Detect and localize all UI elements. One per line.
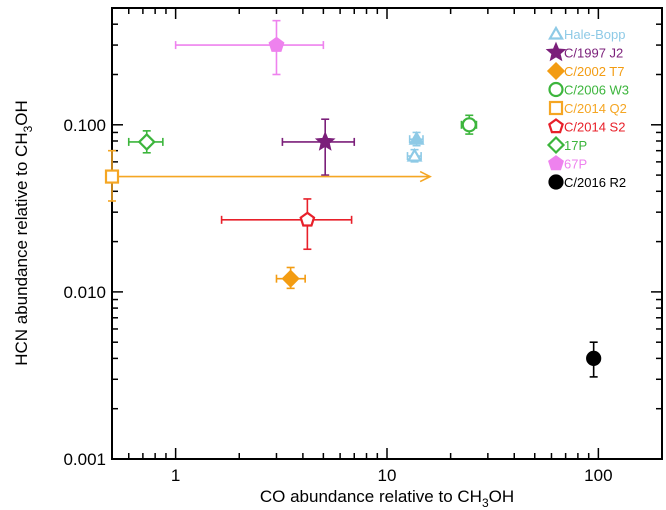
- legend-marker: [546, 61, 566, 81]
- marker: [281, 269, 300, 288]
- tick-labels: 1 10 100 0.001 0.010 0.100: [63, 116, 612, 485]
- marker: [268, 36, 285, 52]
- marker: [408, 131, 425, 145]
- marker: [104, 169, 120, 184]
- marker: [586, 350, 602, 366]
- data-point-17p: [127, 130, 164, 154]
- legend-label: Hale-Bopp: [564, 27, 625, 42]
- legend-entry: C/2002 T7: [546, 61, 624, 81]
- x-tick-label: 1: [171, 466, 180, 485]
- legend-label: C/2006 W3: [564, 83, 629, 98]
- data-point-c-2006-w3: [460, 114, 478, 135]
- legend-label: C/2016 R2: [564, 175, 626, 190]
- axis-ticks: [111, 7, 663, 460]
- legend-marker: [548, 81, 564, 98]
- marker: [314, 131, 336, 151]
- y-tick-label: 0.001: [63, 450, 106, 469]
- legend-entry: C/2016 R2: [548, 174, 626, 190]
- legend-entry: C/2014 S2: [548, 118, 625, 135]
- y-tick-label: 0.010: [63, 283, 106, 302]
- legend-marker: [546, 135, 566, 155]
- y-axis-title: HCN abundance relative to CH3OH: [12, 100, 35, 366]
- x-axis-title: CO abundance relative to CH3OH: [260, 487, 514, 510]
- legend-entry: 67P: [548, 155, 587, 172]
- legend-entry: C/2006 W3: [548, 81, 629, 98]
- data-marks: [104, 19, 602, 378]
- data-point-c-1997-j2: [281, 118, 356, 176]
- legend-marker: [548, 100, 564, 116]
- legend-label: C/2002 T7: [564, 64, 624, 79]
- legend-marker: [545, 41, 567, 62]
- data-point-hale-bopp: [408, 131, 425, 147]
- data-point-c-2002-t7: [275, 266, 306, 290]
- legend-entry: C/1997 J2: [545, 41, 623, 62]
- data-point-67p: [174, 19, 325, 76]
- legend-marker: [548, 155, 564, 171]
- x-tick-label: 100: [584, 466, 612, 485]
- limit-arrow: [419, 170, 432, 183]
- legend-label: C/2014 Q2: [564, 101, 627, 116]
- data-point-hale-bopp: [406, 147, 423, 163]
- marker: [137, 132, 156, 151]
- y-tick-label: 0.100: [63, 116, 106, 135]
- legend-entry: C/2014 Q2: [548, 100, 627, 116]
- data-point-c-2014-q2: [104, 149, 432, 202]
- legend-label: C/2014 S2: [564, 120, 625, 135]
- legend-entry: Hale-Bopp: [548, 25, 625, 42]
- marker: [461, 117, 477, 133]
- legend-marker: [548, 25, 564, 40]
- legend-label: 17P: [564, 138, 587, 153]
- legend-marker: [548, 174, 564, 190]
- data-point-c-2014-s2: [220, 198, 353, 251]
- marker: [406, 147, 423, 162]
- x-tick-label: 10: [378, 466, 397, 485]
- legend-marker: [548, 118, 564, 134]
- legend-entry: 17P: [546, 135, 587, 155]
- data-point-c-2016-r2: [586, 341, 602, 378]
- legend-label: 67P: [564, 157, 587, 172]
- legend-label: C/1997 J2: [564, 46, 623, 61]
- marker: [299, 211, 316, 227]
- legend: Hale-Bopp C/1997 J2 C/2002 T7 C/2006 W3 C/20…: [545, 25, 629, 190]
